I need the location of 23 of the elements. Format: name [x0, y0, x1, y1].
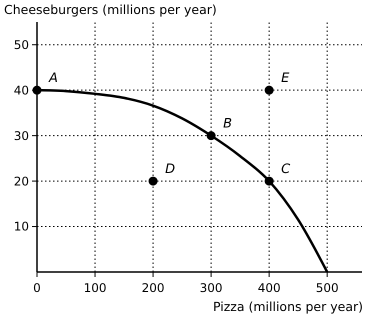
x-tick-label: 100 [84, 281, 106, 295]
point [206, 131, 216, 140]
point [264, 86, 274, 95]
annotation: E [281, 71, 290, 86]
x-tick-label: 300 [200, 281, 223, 295]
y-tick-label: 10 [14, 220, 29, 234]
y-axis-title: Cheeseburgers (millions per year) [4, 2, 217, 17]
x-tick-label: 200 [142, 281, 165, 295]
y-tick-label: 40 [14, 83, 29, 98]
x-tick-label: 500 [316, 281, 339, 295]
point [32, 86, 42, 95]
annotation: C [281, 162, 292, 178]
annotation: A [48, 71, 58, 86]
x-tick-label: 0 [33, 281, 41, 295]
point [148, 176, 158, 186]
annotation: B [223, 116, 232, 132]
y-tick-label: 20 [14, 174, 29, 188]
x-axis-title: Pizza (millions per year) [213, 299, 363, 314]
y-tick-label: 30 [14, 128, 29, 143]
annotation: D [165, 162, 176, 178]
point [264, 176, 274, 186]
y-tick-label: 50 [14, 38, 29, 52]
x-tick-label: 400 [258, 281, 281, 295]
